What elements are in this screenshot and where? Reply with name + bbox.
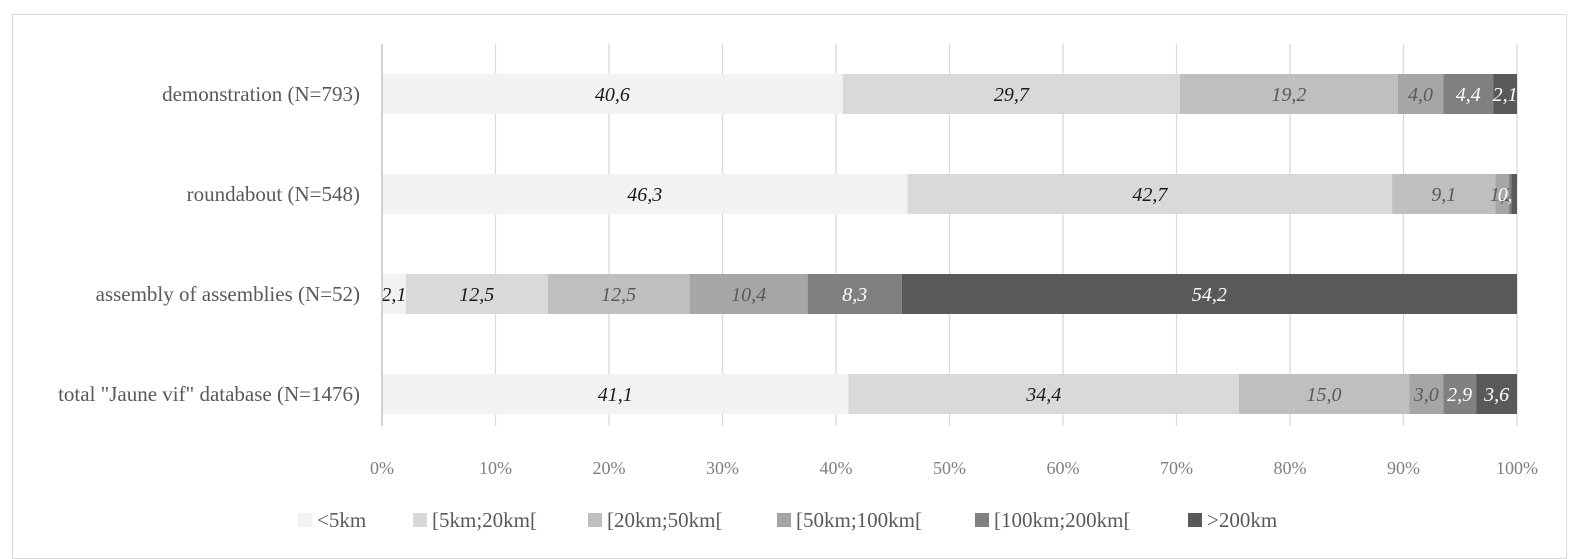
bar-segment xyxy=(1511,174,1517,214)
bar-segment xyxy=(382,374,849,414)
x-tick-label: 40% xyxy=(820,458,853,478)
x-tick-label: 70% xyxy=(1160,458,1193,478)
data-label: 12,5 xyxy=(601,284,636,306)
bar-segment xyxy=(1443,74,1494,114)
category-label: total "Jaune vif" database (N=1476) xyxy=(58,382,360,406)
data-label: 2,1 xyxy=(381,284,406,306)
data-label: 0,2 xyxy=(1498,184,1523,206)
x-tick-label: 80% xyxy=(1274,458,1307,478)
bar-segment xyxy=(382,274,406,314)
legend-label: <5km xyxy=(317,508,366,532)
data-label: 2,1 xyxy=(1493,84,1518,106)
data-label: 9,1 xyxy=(1431,184,1456,206)
bar-segment xyxy=(1443,374,1477,414)
data-label: 54,2 xyxy=(1192,284,1227,306)
bar-segment xyxy=(382,74,843,114)
data-label: 41,1 xyxy=(598,384,633,406)
bar-segment xyxy=(547,274,690,314)
data-label: 1,2 xyxy=(1490,184,1515,206)
x-tick-label: 10% xyxy=(479,458,512,478)
legend-swatch xyxy=(975,513,989,527)
legend-swatch xyxy=(588,513,602,527)
bar-segment xyxy=(1493,74,1517,114)
legend-label: [100km;200km[ xyxy=(994,508,1131,532)
data-label: 15,0 xyxy=(1307,384,1342,406)
x-tick-label: 60% xyxy=(1047,458,1080,478)
x-tick-label: 100% xyxy=(1496,458,1538,478)
data-label: 42,7 xyxy=(1132,184,1168,206)
bar-segment xyxy=(689,274,808,314)
bar-segment xyxy=(1397,74,1444,114)
legend-label: [5km;20km[ xyxy=(432,508,537,532)
data-label: 34,4 xyxy=(1025,384,1061,406)
bar-segment xyxy=(1495,174,1510,214)
x-tick-label: 50% xyxy=(933,458,966,478)
data-label: 29,7 xyxy=(994,84,1030,106)
x-tick-label: 20% xyxy=(593,458,626,478)
legend-swatch xyxy=(298,513,312,527)
bar-segment xyxy=(1392,174,1496,214)
category-label: roundabout (N=548) xyxy=(187,182,360,206)
data-label: 4,4 xyxy=(1456,84,1481,106)
legend-swatch xyxy=(777,513,791,527)
category-label: assembly of assemblies (N=52) xyxy=(96,282,360,306)
data-label: 12,5 xyxy=(459,284,494,306)
legend-swatch xyxy=(413,513,427,527)
x-tick-label: 90% xyxy=(1387,458,1420,478)
bar-segment xyxy=(807,274,902,314)
bar-segment xyxy=(901,274,1517,314)
category-label: demonstration (N=793) xyxy=(162,82,360,106)
data-label: 3,6 xyxy=(1483,384,1509,406)
data-label: 40,6 xyxy=(595,84,630,106)
bar-segment xyxy=(848,374,1239,414)
bar-segment xyxy=(1509,174,1512,214)
legend-label: [20km;50km[ xyxy=(607,508,723,532)
bar-segment xyxy=(1179,74,1398,114)
data-label: 3,0 xyxy=(1413,384,1439,406)
legend-swatch xyxy=(1188,513,1202,527)
data-label: 4,0 xyxy=(1408,84,1433,106)
legend-label: [50km;100km[ xyxy=(796,508,922,532)
data-label: 46,3 xyxy=(627,184,662,206)
bar-segment xyxy=(1409,374,1444,414)
bar-segment xyxy=(382,174,908,214)
x-tick-label: 30% xyxy=(706,458,739,478)
bar-segment xyxy=(907,174,1393,214)
bar-segment xyxy=(842,74,1180,114)
legend-label: >200km xyxy=(1207,508,1277,532)
data-label: 8,3 xyxy=(842,284,867,306)
bar-segment xyxy=(1238,374,1410,414)
data-label: 2,9 xyxy=(1447,384,1472,406)
data-label: 19,2 xyxy=(1271,84,1306,106)
x-tick-label: 0% xyxy=(370,458,394,478)
data-label: 10,4 xyxy=(731,284,766,306)
bar-segment xyxy=(405,274,548,314)
bar-segment xyxy=(1476,374,1517,414)
